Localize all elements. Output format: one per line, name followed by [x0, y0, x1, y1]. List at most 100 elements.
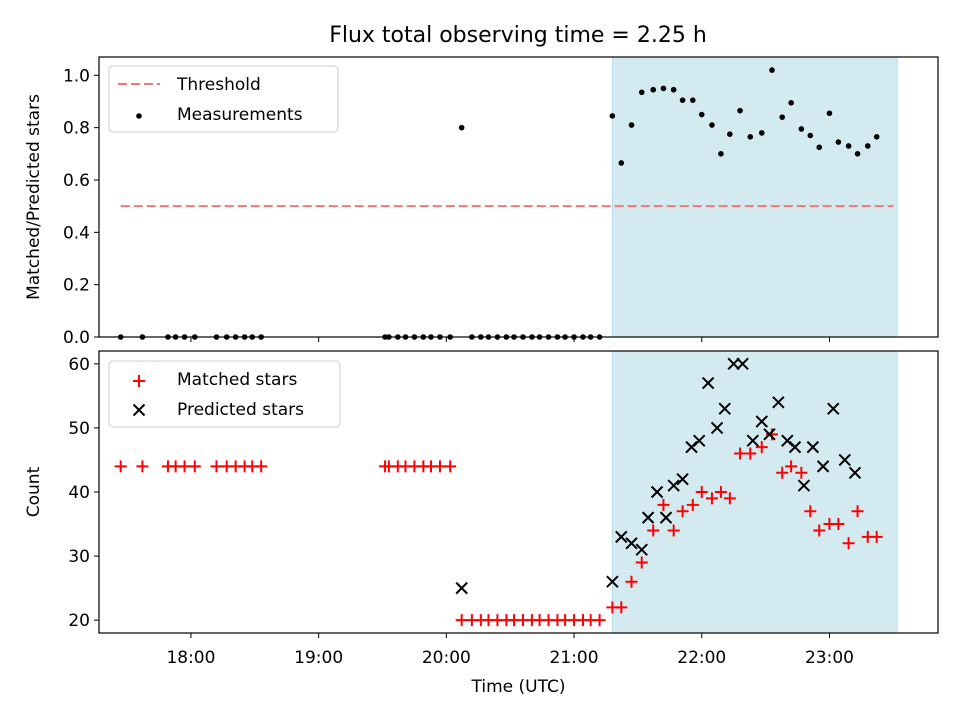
highlight-span [611, 350, 898, 634]
x-tick-label: 22:00 [677, 648, 726, 668]
legend-top: Threshold Measurements [108, 65, 339, 133]
predicted-star-point [763, 428, 776, 441]
matched-star-point [615, 601, 628, 614]
y-tick-label: 60 [68, 355, 90, 375]
matched-star-point [136, 460, 149, 473]
measurement-point [769, 67, 775, 73]
matched-star-point [695, 486, 708, 498]
y-axis-label: Count [24, 466, 44, 517]
y-tick-label: 1.0 [63, 66, 90, 86]
y-tick-label: 0.0 [63, 328, 90, 348]
predicted-star-point [827, 402, 840, 415]
measurement-point [816, 144, 823, 151]
matched-star-point [804, 505, 817, 518]
matched-star-point [657, 498, 670, 511]
matched-star-point [744, 447, 757, 460]
matched-star-point [776, 466, 789, 479]
predicted-star-point [625, 537, 638, 550]
predicted-star-point [659, 511, 673, 524]
measurement-point [718, 151, 724, 157]
legend-box [108, 360, 341, 428]
measurement-point [737, 107, 743, 114]
y-tick-label: 40 [68, 483, 90, 503]
y-tick-label: 50 [68, 419, 90, 439]
y-tick-label: 0.8 [63, 119, 90, 139]
y-tick-label: 20 [68, 611, 90, 631]
predicted-star-point [692, 434, 706, 447]
predicted-star-point [848, 466, 862, 479]
predicted-star-point [641, 511, 655, 524]
x-tick-label: 18:00 [166, 648, 215, 668]
measurement-point [690, 97, 696, 103]
measurement-point [873, 134, 880, 140]
measurement-point [727, 131, 733, 137]
y-axis-label: Matched/Predicted stars [24, 94, 44, 300]
top-panel: 0.0 0.2 0.4 0.6 0.8 1.0 Matched/Predicted star… [24, 56, 939, 348]
matched-star-point [723, 492, 736, 505]
predicted-star-point [676, 472, 689, 486]
y-tick-label: 30 [68, 547, 90, 567]
matched-star-point [765, 428, 778, 441]
matched-star-point [455, 614, 468, 627]
measurement-point [650, 86, 657, 93]
predicted-star-point [727, 357, 740, 371]
matched-star-point [210, 460, 223, 473]
predicted-star-point [710, 421, 724, 435]
matched-star-point [842, 537, 855, 550]
measurement-point [835, 139, 842, 145]
legend-predicted-swatch [132, 403, 146, 417]
matched-star-point [635, 556, 648, 569]
matched-star-point [625, 575, 638, 588]
predicted-star-point [635, 543, 648, 556]
matched-star-point [667, 524, 680, 537]
measurement-point [798, 126, 805, 132]
predicted-star-point [797, 479, 811, 492]
predicted-star-point [718, 402, 731, 415]
matched-star-point [705, 492, 718, 505]
measurement-point [670, 86, 677, 93]
measurement-point [638, 89, 645, 96]
matched-star-point [795, 466, 808, 479]
plot-frame [98, 350, 939, 634]
predicted-star-point [806, 440, 820, 454]
measurement-point [618, 160, 625, 166]
legend-matched-swatch [133, 375, 145, 387]
matched-star-point [433, 460, 446, 473]
legend-measurement-swatch [136, 113, 142, 119]
legend-matched-label: Matched stars [177, 370, 297, 390]
legend-bottom: Matched stars Predicted stars [108, 360, 341, 428]
measurement-point [826, 110, 833, 117]
measurement-point [698, 111, 705, 118]
matched-star-point [255, 460, 268, 473]
matched-star-point [785, 460, 798, 473]
matched-star-point [832, 518, 845, 531]
measurement-point [779, 114, 786, 120]
measurement-point [807, 132, 814, 139]
legend-threshold-label: Threshold [176, 75, 261, 95]
legend-measurement-label: Measurements [177, 105, 303, 125]
bottom-panel: 20 30 40 50 60 18:00 19:00 20:00 21:00 22:00 23:00… [24, 350, 939, 697]
matched-star-point [444, 460, 457, 473]
highlight-span [611, 56, 898, 338]
measurement-point [788, 99, 794, 106]
predicted-star-point [615, 530, 628, 544]
matched-star-point [734, 447, 747, 460]
y-tick-label: 0.4 [63, 223, 90, 243]
x-tick-label: 21:00 [550, 648, 599, 668]
chart-title: Flux total observing time = 2.25 h [329, 23, 707, 48]
measurement-point [609, 113, 616, 119]
matched-star-point [870, 530, 883, 543]
matched-star-point [755, 441, 768, 454]
predicted-star-point [667, 479, 680, 492]
measurement-point [747, 134, 754, 140]
x-tick-label: 20:00 [422, 648, 471, 668]
matched-star-point [188, 460, 201, 473]
measurement-point [458, 124, 465, 131]
legend-predicted-label: Predicted stars [177, 400, 304, 420]
y-tick-label: 0.2 [63, 276, 90, 296]
matched-star-point [647, 524, 660, 537]
measurement-point [709, 122, 715, 128]
matched-star-point [813, 524, 826, 537]
predicted-star-point [755, 415, 768, 428]
